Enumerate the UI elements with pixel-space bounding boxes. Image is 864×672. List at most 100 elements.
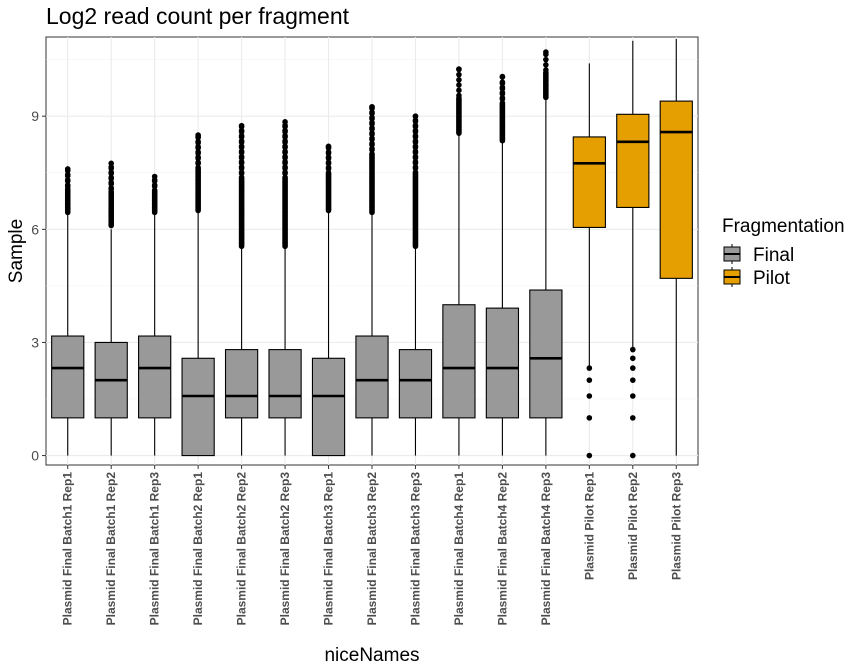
chart-title: Log2 read count per fragment (46, 3, 350, 29)
boxplot-3 (138, 173, 172, 456)
outlier-point (64, 182, 71, 188)
outlier-point (325, 149, 332, 155)
x-tick-label: Plasmid Final Batch4 Rep3 (539, 472, 553, 626)
outlier-point (499, 100, 506, 106)
outlier-point (108, 174, 114, 181)
x-tick-label: Plasmid Final Batch1 Rep1 (61, 472, 75, 626)
outlier-point (456, 71, 462, 78)
y-tick-label: 6 (31, 221, 39, 237)
outlier-point (282, 164, 288, 170)
boxplot-9 (398, 113, 433, 456)
outlier-point (238, 148, 245, 155)
legend-label: Final (753, 245, 794, 266)
box (659, 100, 693, 279)
outlier-point (238, 164, 245, 170)
box (572, 136, 606, 228)
legend-title: Fragmentation (722, 216, 845, 237)
outlier-point (282, 158, 288, 165)
outlier-point (325, 159, 332, 166)
outlier-point (369, 125, 375, 131)
outlier-point (499, 79, 506, 86)
outlier-point (456, 92, 462, 99)
x-tick-label: Plasmid Final Batch1 Rep2 (104, 472, 118, 626)
legend-item-pilot: Pilot (723, 267, 791, 289)
outlier-point (412, 158, 419, 165)
outlier-point (369, 151, 375, 157)
outlier-point (412, 122, 419, 129)
outlier-point (543, 67, 549, 73)
outlier-point (282, 169, 288, 175)
outlier-point (369, 114, 375, 121)
box (268, 349, 302, 419)
outlier-point (195, 149, 201, 155)
boxplot-13 (572, 63, 606, 459)
boxplot-10 (442, 66, 476, 456)
outlier-point (369, 103, 375, 110)
boxplot-4 (181, 132, 215, 457)
boxplot-12 (529, 49, 563, 456)
outlier-point (456, 66, 462, 72)
legend-label: Pilot (753, 268, 791, 289)
outlier-point (238, 143, 245, 149)
outlier-point (369, 130, 375, 136)
outlier-point (499, 73, 506, 80)
box (51, 335, 85, 419)
x-tick-label: Plasmid Pilot Rep3 (669, 472, 683, 580)
outlier-point (282, 138, 288, 144)
box (355, 335, 389, 419)
outlier-point (238, 127, 245, 134)
outlier-point (238, 158, 245, 165)
outlier-point (369, 140, 375, 147)
x-tick-label: Plasmid Final Batch2 Rep2 (235, 472, 249, 626)
outlier-point (543, 62, 549, 68)
x-tick-label: Plasmid Final Batch3 Rep1 (322, 472, 336, 626)
outlier-point (630, 355, 636, 362)
outlier-point (64, 166, 71, 172)
outlier-point (499, 84, 506, 91)
outlier-point (586, 377, 593, 383)
outlier-point (238, 169, 245, 175)
outlier-point (586, 415, 593, 421)
outlier-point (108, 169, 114, 176)
outlier-point (108, 179, 114, 186)
outlier-point (108, 185, 114, 191)
outlier-point (543, 56, 549, 63)
outlier-point (282, 119, 288, 125)
x-tick-label: Plasmid Final Batch1 Rep3 (148, 472, 162, 626)
outlier-point (195, 132, 201, 138)
box (485, 307, 520, 419)
outlier-point (412, 148, 419, 155)
outlier-point (499, 95, 506, 101)
outlier-point (325, 154, 332, 160)
boxplot-15 (659, 38, 693, 456)
outlier-point (282, 143, 288, 149)
box (616, 113, 650, 208)
outlier-point (412, 153, 419, 160)
outlier-point (630, 415, 636, 421)
boxplot-5 (224, 122, 259, 456)
outlier-point (630, 377, 636, 383)
outlier-point (412, 113, 419, 119)
outlier-point (325, 169, 332, 176)
outlier-point (238, 174, 245, 181)
outlier-point (195, 164, 201, 171)
outlier-point (369, 145, 375, 152)
x-tick-label: Plasmid Final Batch4 Rep1 (452, 472, 466, 626)
x-tick-label: Plasmid Final Batch4 Rep2 (495, 472, 509, 626)
outlier-point (369, 109, 375, 116)
outlier-point (282, 127, 288, 134)
outlier-point (282, 174, 288, 181)
outlier-point (282, 132, 288, 139)
outlier-point (586, 365, 593, 371)
outlier-point (195, 159, 201, 166)
outlier-point (456, 87, 462, 94)
outlier-point (369, 135, 375, 142)
outlier-point (630, 452, 636, 459)
y-axis: 0 3 6 9 (31, 108, 46, 464)
box (529, 289, 563, 419)
y-tick-label: 9 (31, 108, 39, 124)
y-axis-title: Sample (6, 219, 27, 283)
outlier-point (195, 143, 201, 150)
